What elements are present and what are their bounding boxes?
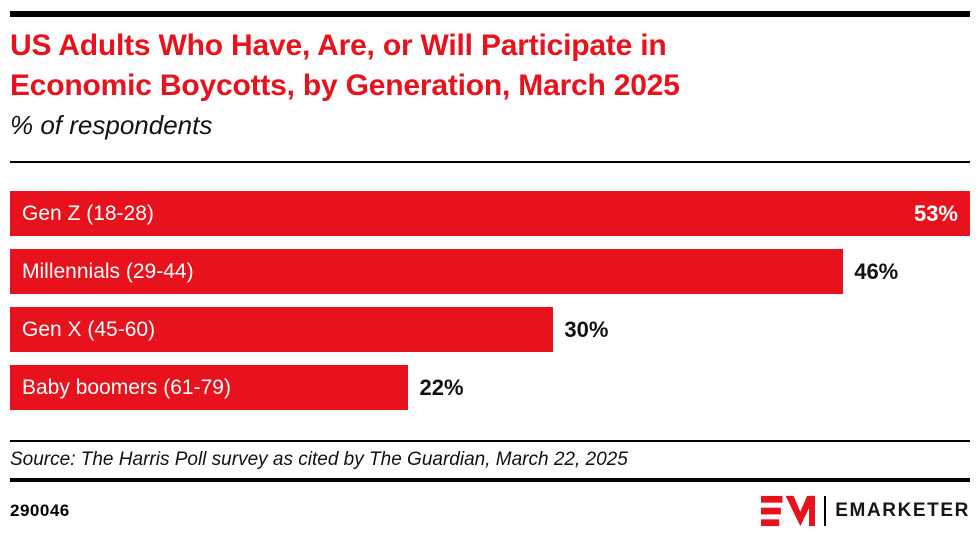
bottom-rule — [10, 478, 970, 482]
chart-id: 290046 — [10, 501, 70, 520]
bar: Gen Z (18-28) 53% — [10, 191, 970, 236]
footer: 290046 EMARKETER — [10, 494, 970, 528]
bar-category-label: Gen X (45-60) — [22, 317, 156, 341]
bar-category-label: Millennials (29-44) — [22, 259, 194, 283]
bar-category-label: Baby boomers (61-79) — [22, 375, 231, 399]
bar-value-label: 46% — [854, 258, 899, 284]
bar-row: Gen Z (18-28) 53% — [10, 191, 970, 236]
bar-row: Gen X (45-60) 30% — [10, 307, 970, 352]
logo-wordmark: EMARKETER — [835, 500, 970, 521]
logo-divider — [824, 496, 827, 526]
chart-title-line-1: US Adults Who Have, Are, or Will Partici… — [10, 29, 667, 62]
bar-value-label: 30% — [564, 316, 609, 342]
title-divider — [10, 161, 970, 163]
bar: Gen X (45-60) — [10, 307, 554, 352]
bar-category-label: Gen Z (18-28) — [22, 201, 154, 225]
source-divider — [10, 440, 970, 442]
emarketer-logo: EMARKETER — [761, 495, 970, 527]
bar-value-label: 22% — [419, 374, 464, 400]
bar-row: Millennials (29-44) 46% — [10, 249, 970, 294]
chart-canvas: US Adults Who Have, Are, or Will Partici… — [0, 11, 980, 537]
chart-subtitle: % of respondents — [10, 110, 213, 140]
chart-title-line-2: Economic Boycotts, by Generation, March … — [10, 69, 680, 102]
top-rule — [10, 11, 970, 17]
chart-title: US Adults Who Have, Are, or Will Partici… — [10, 26, 970, 106]
bar: Millennials (29-44) — [10, 249, 844, 294]
em-monogram-icon — [761, 495, 816, 527]
bar-chart: Gen Z (18-28) 53% Millennials (29-44) 46% Ge… — [10, 191, 970, 410]
bar-value-label: 53% — [913, 200, 958, 226]
bar-row: Baby boomers (61-79) 22% — [10, 365, 970, 410]
source-text: Source: The Harris Poll survey as cited … — [10, 449, 628, 470]
bar: Baby boomers (61-79) — [10, 365, 409, 410]
